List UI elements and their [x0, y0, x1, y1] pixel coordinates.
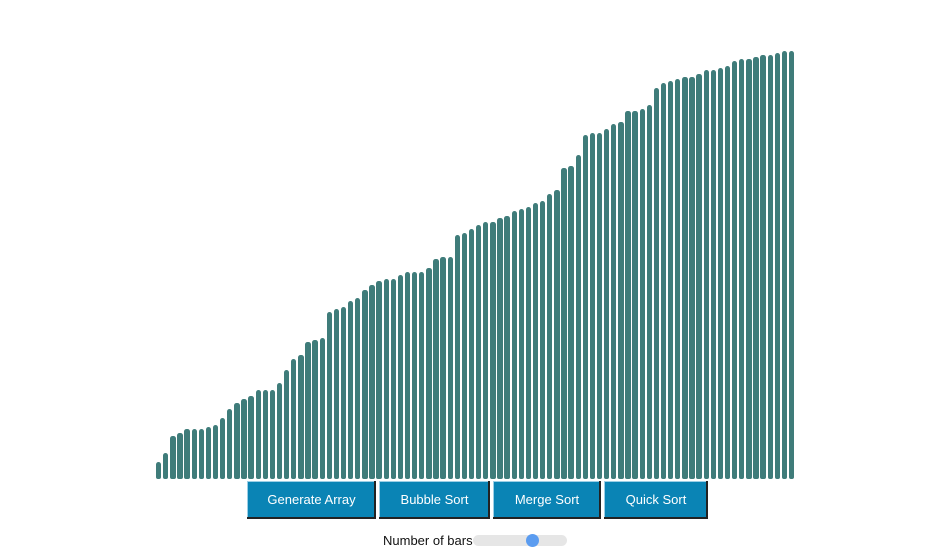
array-bar — [170, 435, 176, 479]
array-bar — [604, 128, 610, 479]
array-bar — [632, 111, 638, 479]
array-bar — [760, 54, 766, 479]
array-bar — [340, 307, 347, 479]
array-bar — [532, 202, 539, 479]
array-bar — [724, 65, 731, 479]
array-bar — [269, 389, 276, 479]
array-bar — [611, 124, 617, 479]
bar-count-slider[interactable] — [473, 534, 567, 547]
array-bar — [753, 57, 759, 479]
array-bar — [312, 339, 318, 479]
array-bar — [589, 133, 596, 479]
array-bar — [668, 80, 674, 479]
array-bar — [490, 222, 496, 479]
array-bar — [525, 207, 532, 479]
array-bar — [767, 54, 773, 479]
slider-thumb[interactable] — [525, 534, 539, 547]
array-bar — [426, 268, 432, 479]
array-bar — [156, 461, 162, 479]
array-bar — [419, 272, 425, 479]
array-bar — [561, 167, 567, 479]
array-bar — [248, 396, 254, 479]
array-bar — [497, 218, 503, 479]
array-bar — [717, 67, 724, 479]
array-bar — [547, 194, 553, 479]
array-bar — [689, 76, 695, 479]
array-bar — [454, 235, 460, 479]
array-bar — [788, 50, 795, 479]
array-bar — [284, 370, 290, 479]
array-bar — [220, 418, 226, 479]
array-bar — [383, 278, 389, 479]
array-bar — [746, 59, 752, 479]
array-bar — [675, 78, 681, 479]
array-bar — [568, 165, 574, 479]
array-bar — [241, 398, 247, 479]
array-bar — [163, 452, 169, 479]
array-bar — [362, 289, 368, 479]
generate-array-button[interactable]: Generate Array — [247, 481, 376, 519]
array-bar — [518, 209, 524, 479]
array-bar — [198, 428, 204, 479]
array-bar — [276, 383, 283, 479]
array-bar — [781, 50, 788, 479]
array-bar — [177, 433, 183, 479]
array-bar — [390, 278, 396, 479]
array-bar — [461, 233, 468, 479]
array-bar — [291, 359, 297, 479]
array-bar — [575, 154, 581, 479]
bar-count-label: Number of bars : — [383, 533, 480, 548]
array-bar — [483, 222, 489, 479]
array-bar — [540, 200, 546, 479]
array-bar — [582, 135, 588, 479]
array-bar — [348, 300, 354, 479]
array-bar — [212, 424, 219, 479]
array-bar — [305, 341, 311, 479]
array-bar — [703, 70, 709, 479]
array-bar — [234, 402, 240, 479]
array-bar — [326, 311, 332, 479]
quick-sort-button[interactable]: Quick Sort — [604, 481, 708, 519]
bar-visualization — [156, 50, 795, 479]
array-bar — [412, 272, 418, 479]
array-bar — [369, 285, 375, 479]
array-bar — [739, 59, 745, 479]
array-bar — [191, 428, 197, 479]
array-bar — [440, 257, 446, 479]
array-bar — [319, 337, 325, 479]
array-bar — [646, 104, 652, 479]
array-bar — [710, 70, 716, 479]
array-bar — [205, 426, 212, 479]
array-bar — [653, 87, 660, 479]
array-bar — [625, 111, 631, 479]
array-bar — [618, 122, 624, 479]
array-bar — [447, 257, 453, 479]
array-bar — [660, 83, 667, 479]
array-bar — [184, 428, 190, 479]
array-bar — [682, 76, 688, 479]
array-bar — [376, 281, 382, 479]
array-bar — [404, 272, 411, 479]
array-bar — [227, 409, 233, 479]
array-bar — [554, 189, 560, 479]
array-bar — [262, 389, 268, 479]
array-bar — [774, 52, 780, 479]
array-bar — [355, 298, 361, 479]
array-bar — [504, 215, 510, 479]
array-bar — [732, 61, 738, 479]
array-bar — [397, 274, 404, 479]
array-bar — [333, 309, 340, 479]
array-bar — [468, 228, 475, 479]
array-bar — [639, 109, 645, 479]
merge-sort-button[interactable]: Merge Sort — [493, 481, 601, 519]
array-bar — [696, 74, 702, 479]
array-bar — [596, 133, 603, 479]
array-bar — [255, 389, 261, 479]
array-bar — [511, 211, 517, 479]
array-bar — [298, 355, 304, 479]
array-bar — [433, 259, 439, 479]
array-bar — [476, 224, 482, 479]
bubble-sort-button[interactable]: Bubble Sort — [379, 481, 490, 519]
